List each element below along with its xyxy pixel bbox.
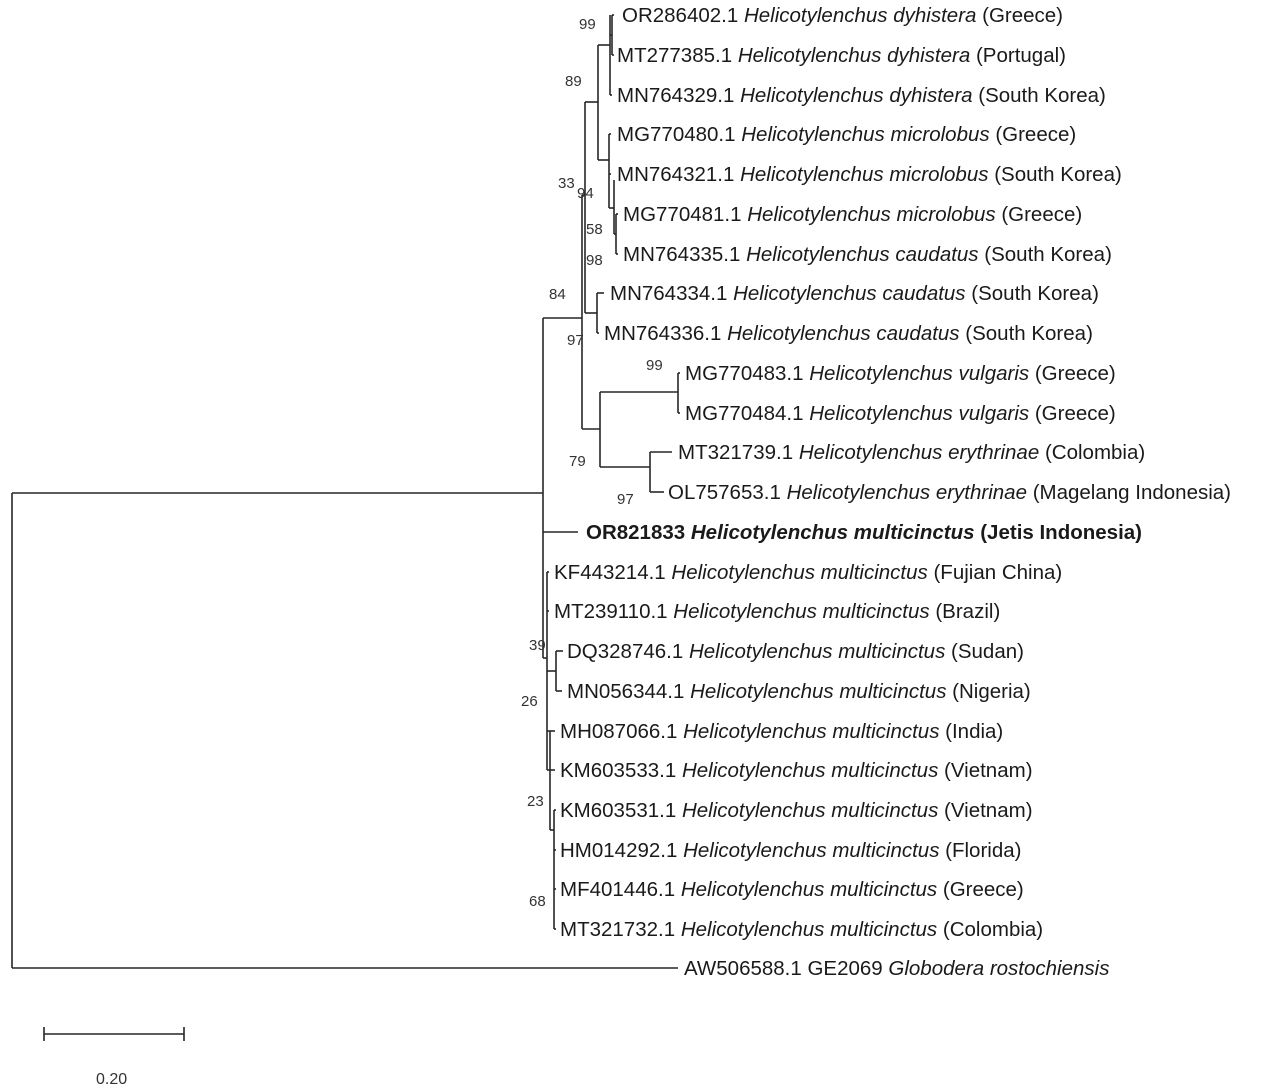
taxon-label: OR286402.1 Helicotylenchus dyhistera (Gr…: [622, 4, 1063, 27]
taxon-label: HM014292.1 Helicotylenchus multicinctus …: [560, 839, 1021, 862]
bootstrap-value: 94: [577, 185, 594, 202]
taxon-label: MT321732.1 Helicotylenchus multicinctus …: [560, 918, 1043, 941]
bootstrap-value: 98: [586, 252, 603, 269]
bootstrap-value: 39: [529, 637, 546, 654]
taxon-label: MG770480.1 Helicotylenchus microlobus (G…: [617, 123, 1076, 146]
taxon-label: MN764334.1 Helicotylenchus caudatus (Sou…: [610, 282, 1099, 305]
bootstrap-value: 33: [558, 175, 575, 192]
scale-bar-line: [43, 1027, 185, 1041]
bootstrap-value: 99: [579, 16, 596, 33]
taxon-label: MT321739.1 Helicotylenchus erythrinae (C…: [678, 441, 1145, 464]
taxon-label: MN764335.1 Helicotylenchus caudatus (Sou…: [623, 243, 1112, 266]
taxon-label: MG770481.1 Helicotylenchus microlobus (G…: [623, 203, 1082, 226]
bootstrap-value: 58: [586, 221, 603, 238]
taxon-label: MN056344.1 Helicotylenchus multicinctus …: [567, 680, 1031, 703]
bootstrap-values: 99 89 33 94 58 98 84 97 99 79 97 39 26 2…: [521, 16, 663, 910]
taxon-label: DQ328746.1 Helicotylenchus multicinctus …: [567, 640, 1024, 663]
taxon-label-highlighted: OR821833 Helicotylenchus multicinctus (J…: [586, 521, 1142, 544]
scale-bar: 0.20: [43, 1027, 185, 1088]
bootstrap-value: 97: [567, 332, 584, 349]
taxon-label: MF401446.1 Helicotylenchus multicinctus …: [560, 878, 1024, 901]
bootstrap-value: 97: [617, 491, 634, 508]
bootstrap-value: 68: [529, 893, 546, 910]
taxon-label: MN764321.1 Helicotylenchus microlobus (S…: [617, 163, 1122, 186]
taxon-label: MT277385.1 Helicotylenchus dyhistera (Po…: [617, 44, 1066, 67]
taxon-label: MG770483.1 Helicotylenchus vulgaris (Gre…: [685, 362, 1116, 385]
tree-branches: [11, 14, 680, 969]
taxon-labels: OR286402.1 Helicotylenchus dyhistera (Gr…: [554, 4, 1231, 980]
taxon-label: MG770484.1 Helicotylenchus vulgaris (Gre…: [685, 402, 1116, 425]
bootstrap-value: 79: [569, 453, 586, 470]
bootstrap-value: 89: [565, 73, 582, 90]
taxon-label: KM603531.1 Helicotylenchus multicinctus …: [560, 799, 1033, 822]
taxon-label: MN764336.1 Helicotylenchus caudatus (Sou…: [604, 322, 1093, 345]
bootstrap-value: 84: [549, 286, 566, 303]
taxon-label: MT239110.1 Helicotylenchus multicinctus …: [554, 600, 1000, 623]
taxon-label: OL757653.1 Helicotylenchus erythrinae (M…: [668, 481, 1231, 504]
taxon-label-outgroup: AW506588.1 GE2069 Globodera rostochiensi…: [684, 957, 1109, 980]
scale-bar-label: 0.20: [96, 1071, 127, 1088]
bootstrap-value: 99: [646, 357, 663, 374]
bootstrap-value: 26: [521, 693, 538, 710]
taxon-label: KM603533.1 Helicotylenchus multicinctus …: [560, 759, 1033, 782]
taxon-label: KF443214.1 Helicotylenchus multicinctus …: [554, 561, 1062, 584]
taxon-label: MN764329.1 Helicotylenchus dyhistera (So…: [617, 84, 1106, 107]
bootstrap-value: 23: [527, 793, 544, 810]
taxon-label: MH087066.1 Helicotylenchus multicinctus …: [560, 720, 1003, 743]
